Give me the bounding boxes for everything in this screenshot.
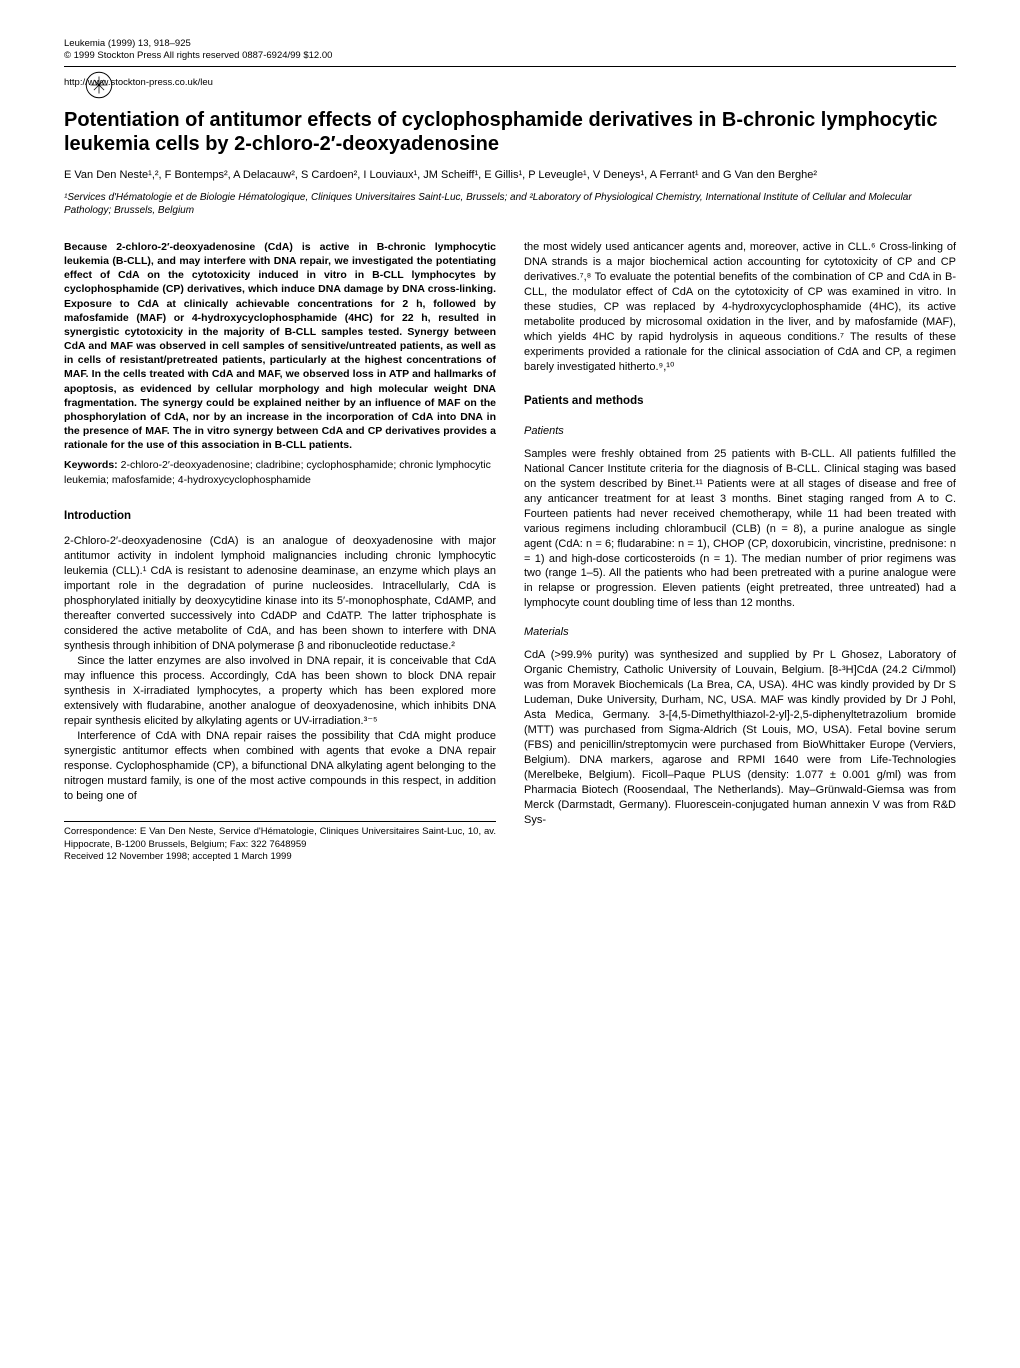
abstract-bold-text: Because 2-chloro-2′-deoxyadenosine (CdA)… (64, 241, 496, 451)
received-footnote: Received 12 November 1998; accepted 1 Ma… (64, 851, 496, 863)
two-column-body: Because 2-chloro-2′-deoxyadenosine (CdA)… (64, 240, 956, 864)
header-rule (64, 66, 956, 67)
abstract: Because 2-chloro-2′-deoxyadenosine (CdA)… (64, 240, 496, 453)
journal-url: http://www.stockton-press.co.uk/leu (64, 77, 956, 90)
keywords-label: Keywords: (64, 459, 118, 471)
correspondence-footnote: Correspondence: E Van Den Neste, Service… (64, 826, 496, 851)
intro-paragraph-3: Interference of CdA with DNA repair rais… (64, 729, 496, 804)
subsection-patients: Patients (524, 424, 956, 439)
keywords-text: 2-chloro-2′-deoxyadenosine; cladribine; … (64, 459, 491, 485)
left-column: Because 2-chloro-2′-deoxyadenosine (CdA)… (64, 240, 496, 864)
intro-paragraph-1: 2-Chloro-2′-deoxyadenosine (CdA) is an a… (64, 534, 496, 654)
journal-ref: Leukemia (1999) 13, 918–925 (64, 38, 956, 50)
subsection-materials: Materials (524, 625, 956, 640)
author-list: E Van Den Neste¹,², F Bontemps², A Delac… (64, 168, 956, 183)
publisher-logo (82, 68, 116, 102)
patients-paragraph-1: Samples were freshly obtained from 25 pa… (524, 447, 956, 611)
journal-copyright: © 1999 Stockton Press All rights reserve… (64, 50, 956, 62)
keywords: Keywords: 2-chloro-2′-deoxyadenosine; cl… (64, 458, 496, 486)
section-introduction: Introduction (64, 509, 496, 525)
intro-continuation: the most widely used anticancer agents a… (524, 240, 956, 375)
right-column: the most widely used anticancer agents a… (524, 240, 956, 828)
affiliations: ¹Services d'Hématologie et de Biologie H… (64, 191, 956, 218)
article-title: Potentiation of antitumor effects of cyc… (64, 108, 956, 156)
materials-paragraph-1: CdA (>99.9% purity) was synthesized and … (524, 648, 956, 827)
intro-paragraph-2: Since the latter enzymes are also involv… (64, 654, 496, 729)
footnote-separator (64, 821, 496, 822)
journal-header: Leukemia (1999) 13, 918–925 © 1999 Stock… (64, 38, 956, 63)
section-patients-methods: Patients and methods (524, 394, 956, 410)
